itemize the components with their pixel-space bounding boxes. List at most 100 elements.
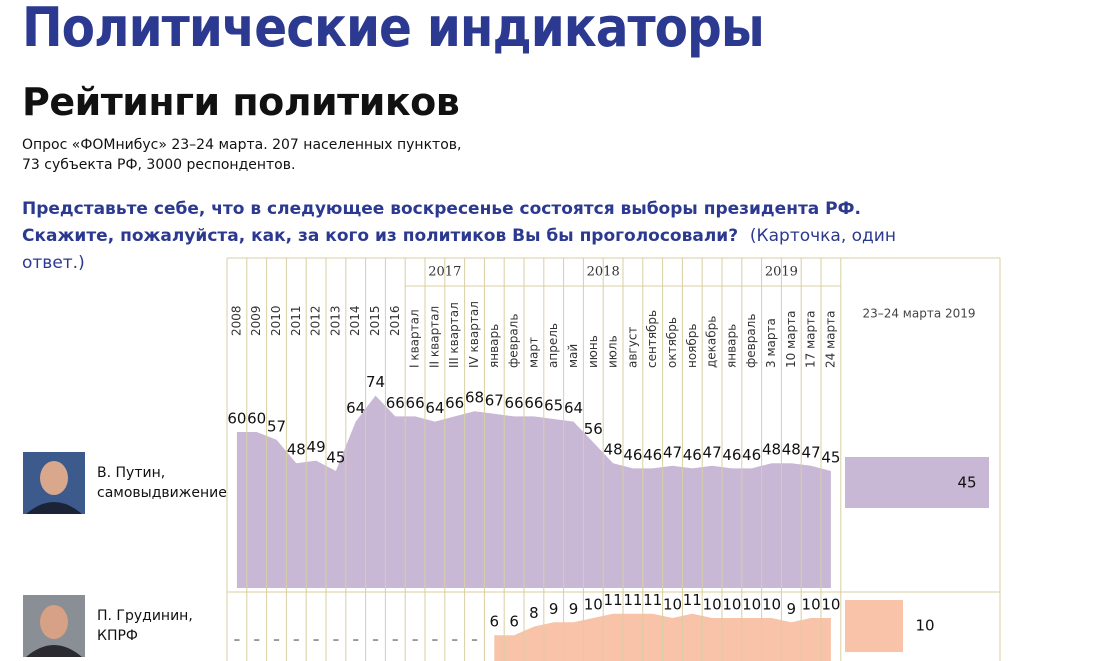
x-tick-label: 3 марта — [764, 318, 778, 368]
data-label: 66 — [524, 394, 543, 412]
title: Политические индикаторы — [22, 0, 765, 59]
x-tick-label: 2012 — [309, 305, 323, 336]
data-label: 47 — [663, 443, 682, 461]
missing-label: – — [432, 633, 439, 648]
survey-line: Опрос «ФОМнибус» 23–24 марта. 207 населе… — [22, 137, 462, 153]
x-tick-label: январь — [724, 324, 738, 368]
x-tick-label: 2013 — [328, 305, 342, 336]
missing-label: – — [273, 633, 280, 648]
x-tick-label: 10 марта — [784, 311, 798, 368]
data-label: 67 — [485, 391, 504, 409]
x-tick-label: 17 марта — [804, 311, 818, 368]
missing-label: – — [451, 633, 458, 648]
x-tick-label: июль — [606, 335, 620, 368]
data-label: 10 — [663, 596, 682, 614]
photo-putin — [23, 452, 85, 514]
data-label: 45 — [326, 449, 345, 467]
question-text: Представьте себе, что в следующее воскре… — [22, 199, 861, 246]
series-name: самовыдвижение — [97, 485, 227, 501]
data-label: 10 — [802, 596, 821, 614]
x-tick-label: февраль — [507, 314, 521, 368]
data-label: 74 — [366, 373, 385, 391]
data-label: 10 — [821, 596, 840, 614]
x-tick-label: 2010 — [269, 305, 283, 336]
data-label: 64 — [346, 399, 365, 417]
data-label: 48 — [287, 441, 306, 459]
data-label: 56 — [584, 420, 603, 438]
latest-bar — [845, 600, 903, 652]
data-label: 66 — [386, 394, 405, 412]
survey-note: Опрос «ФОМнибус» 23–24 марта. 207 населе… — [22, 135, 461, 175]
data-label: 48 — [762, 441, 781, 459]
missing-label: – — [253, 633, 260, 648]
x-tick-label: I квартал — [408, 309, 422, 368]
missing-label: – — [471, 633, 478, 648]
x-tick-label: декабрь — [705, 316, 719, 368]
data-label: 46 — [722, 446, 741, 464]
x-tick-label: 2015 — [368, 305, 382, 336]
data-label: 46 — [643, 446, 662, 464]
data-label: 66 — [406, 394, 425, 412]
data-label: 11 — [604, 591, 623, 609]
data-label: 47 — [703, 443, 722, 461]
data-label: 45 — [821, 449, 840, 467]
data-label: 11 — [643, 591, 662, 609]
data-label: 6 — [490, 613, 500, 631]
x-tick-label: II квартал — [427, 306, 441, 368]
data-label: 49 — [307, 438, 326, 456]
x-tick-label: ноябрь — [685, 324, 699, 369]
x-tick-label: апрель — [546, 323, 560, 368]
missing-label: – — [352, 633, 359, 648]
data-label: 10 — [742, 596, 761, 614]
data-label: 10 — [584, 596, 603, 614]
missing-label: – — [372, 633, 379, 648]
group-label: 2017 — [428, 265, 461, 280]
series-name: П. Грудинин, — [97, 608, 193, 624]
x-tick-label: IV квартал — [467, 301, 481, 368]
x-tick-label: февраль — [744, 314, 758, 368]
x-tick-label: III квартал — [447, 302, 461, 368]
x-tick-label: 2009 — [249, 305, 263, 336]
x-tick-label: сентябрь — [645, 310, 659, 368]
group-label: 2018 — [587, 265, 620, 280]
data-label: 66 — [445, 394, 464, 412]
x-tick-label: 2016 — [388, 305, 402, 336]
missing-label: – — [392, 633, 399, 648]
question: Представьте себе, что в следующее воскре… — [22, 196, 922, 277]
data-label: 6 — [509, 613, 519, 631]
photo-grudinin — [23, 595, 85, 657]
data-label: 60 — [227, 410, 246, 428]
data-label: 60 — [247, 410, 266, 428]
data-label: 48 — [782, 441, 801, 459]
data-label: 10 — [703, 596, 722, 614]
data-label: 66 — [505, 394, 524, 412]
latest-value: 10 — [915, 617, 934, 635]
missing-label: – — [293, 633, 300, 648]
x-tick-label: 2011 — [289, 305, 303, 336]
data-label: 57 — [267, 417, 286, 435]
missing-label: – — [412, 633, 419, 648]
group-label: 2019 — [765, 265, 798, 280]
missing-label: – — [333, 633, 340, 648]
latest-value: 45 — [957, 474, 976, 492]
series-name: В. Путин, — [97, 465, 165, 481]
data-label: 11 — [623, 591, 642, 609]
series-name: КПРФ — [97, 628, 138, 644]
x-tick-label: 2008 — [229, 305, 243, 336]
x-tick-label: июнь — [586, 335, 600, 368]
data-label: 8 — [529, 604, 539, 622]
x-tick-label: август — [625, 327, 639, 368]
x-tick-label: 24 марта — [823, 311, 837, 368]
missing-label: – — [313, 633, 320, 648]
question-note: (Карточка, один ответ.) — [22, 226, 896, 273]
x-tick-label: март — [526, 337, 540, 368]
x-tick-label: май — [566, 344, 580, 368]
x-tick-label: январь — [487, 324, 501, 368]
data-label: 10 — [762, 596, 781, 614]
data-label: 9 — [787, 600, 797, 618]
data-label: 46 — [683, 446, 702, 464]
subtitle: Рейтинги политиков — [22, 80, 460, 124]
survey-line: 73 субъекта РФ, 3000 респондентов. — [22, 157, 296, 173]
